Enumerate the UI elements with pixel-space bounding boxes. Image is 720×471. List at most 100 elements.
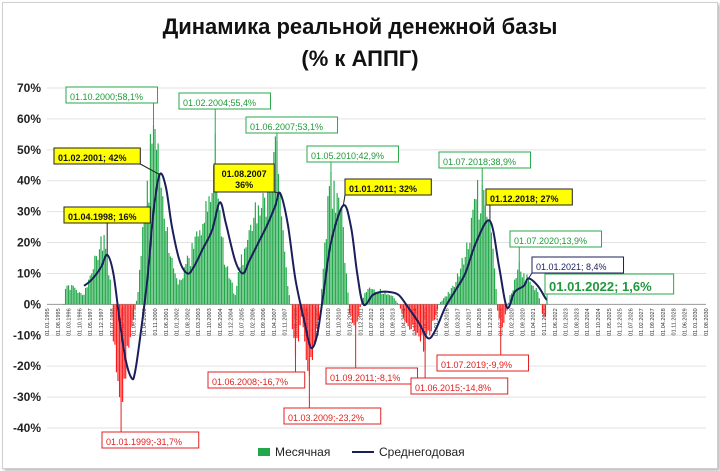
x-tick-label: 01.11.2000 [153,308,159,335]
monthly-bar [240,254,243,305]
monthly-bar [398,304,400,305]
annotation-leader [528,272,533,279]
monthly-bar [318,304,320,320]
monthly-bar [327,196,329,305]
x-tick-label: 01.01.1995 [45,308,51,336]
y-tick-label: 0% [24,297,42,311]
monthly-bar [75,289,77,305]
x-tick-label: 01.01.2023 [564,308,570,336]
monthly-bar [191,243,193,305]
annotation-label: 01.04.1998; 16% [68,212,137,222]
x-tick-label: 01.02.2013 [380,308,386,336]
x-tick-label: 01.09.1999 [131,308,137,336]
monthly-bar [410,304,412,330]
monthly-bar [504,304,506,315]
monthly-bar [313,304,315,347]
monthly-bar [492,248,494,305]
monthly-bar [98,249,101,305]
monthly-bar [223,264,226,305]
monthly-bar [172,268,175,305]
annotation-box [207,371,306,389]
monthly-bar [475,199,477,305]
x-tick-label: 01.08.2009 [315,308,321,336]
monthly-bar [134,304,136,310]
monthly-bar [287,286,289,305]
monthly-bar [81,295,84,305]
annotation-label: 01.07.2020;13,9% [514,236,587,246]
monthly-bar [367,288,369,305]
x-tick-label: 01.09.2020 [520,308,526,336]
monthly-bar [319,304,321,305]
annotation-label: 01.02.2001; 42% [58,153,127,163]
monthly-bar [532,285,534,305]
monthly-bar [228,278,230,305]
monthly-bar [484,205,486,305]
monthly-bar [71,285,73,305]
monthly-bar [470,217,472,305]
monthly-bar [128,304,130,348]
annotation-label: 01.05.2010;42,9% [311,151,384,161]
annotation-leader [140,163,160,175]
monthly-bar [129,304,131,338]
monthly-bar [517,269,519,305]
monthly-bar [478,219,480,305]
x-tick-label: 01.03.2010 [326,308,332,336]
monthly-bar [356,304,358,322]
monthly-bar [226,266,229,305]
x-tick-label: 01.02.2027 [639,308,645,336]
x-tick-label: 01.05.2025 [607,308,613,336]
x-tick-label: 01.08.2016 [445,308,451,336]
monthly-bar [419,304,422,342]
monthly-bar [219,209,221,305]
annotation-label: 01.09.2011;-8,1% [330,373,400,383]
monthly-bar [321,288,323,305]
annotation-box [325,367,419,385]
monthly-bar [196,231,198,305]
monthly-bar [203,222,205,305]
monthly-bar [382,293,385,305]
monthly-bar [421,304,423,335]
monthly-bar [523,273,525,305]
annotation-label: 01.06.2008;-16,7% [212,377,288,387]
monthly-bar [368,287,371,305]
monthly-bar [427,304,429,331]
monthly-bar [524,281,527,305]
monthly-bar [245,247,247,305]
monthly-bar [342,227,344,305]
annotation-label: 01.01.2022; 1,6% [549,279,652,294]
monthly-bar [120,304,122,403]
monthly-bar [202,224,204,305]
monthly-bar [399,304,402,309]
monthly-bar [501,304,503,328]
monthly-bar [193,248,195,305]
monthly-bar [163,218,165,305]
monthly-bar [495,288,497,305]
y-tick-label: -30% [13,390,41,404]
monthly-bar [135,300,138,305]
monthly-bar [137,292,139,305]
monthly-bar [296,304,298,339]
monthly-bar [157,143,159,305]
x-tick-label: 01.09.2006 [261,308,267,336]
x-tick-label: 01.12.2018 [488,308,494,336]
annotation-box [101,431,200,449]
monthly-bar [174,273,176,305]
x-tick-label: 01.05.2018 [477,308,483,336]
monthly-bar [237,272,239,305]
x-tick-label: 01.10.2003 [207,308,213,336]
monthly-bar [339,211,341,305]
annual-average-line [83,172,548,381]
monthly-bar [443,298,445,305]
monthly-bar [353,304,355,326]
monthly-bar [111,304,113,305]
monthly-bar [166,227,168,305]
monthly-bar [143,208,145,305]
monthly-bar [63,304,65,305]
monthly-bar [208,196,210,305]
monthly-bar [180,280,182,305]
monthly-bar [362,297,364,305]
annotation-label: 01.01.1999;-31,7% [106,437,182,447]
annotation-label: 01.07.2019;-9,9% [441,360,512,370]
monthly-bar [86,287,88,305]
monthly-bar [426,304,428,335]
